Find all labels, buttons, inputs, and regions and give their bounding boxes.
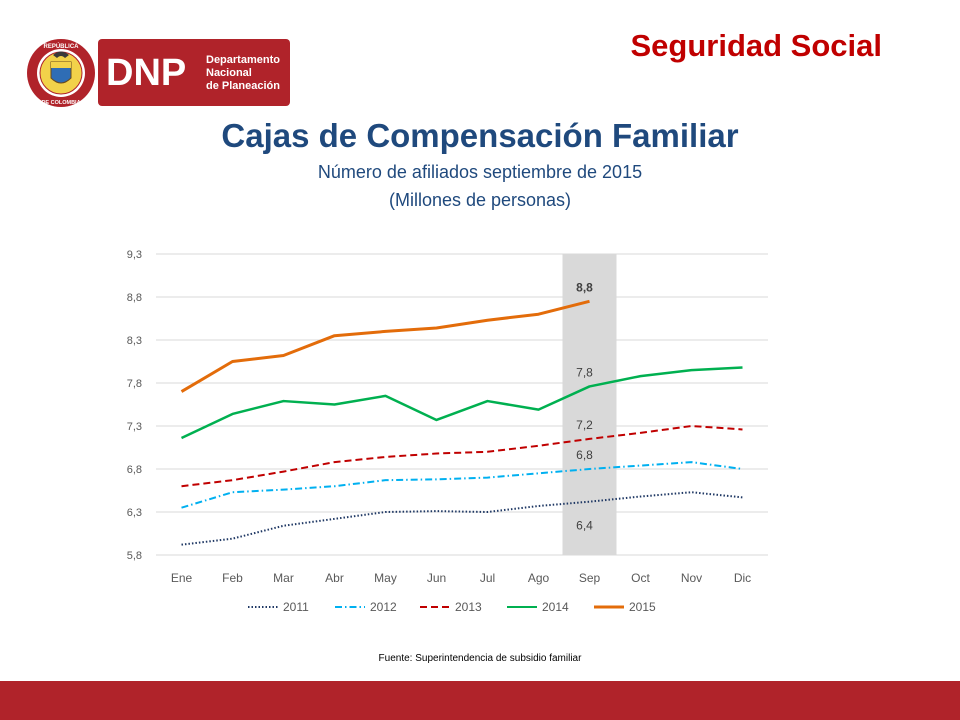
svg-text:REPÚBLICA: REPÚBLICA [43, 43, 79, 50]
data-label-2015: 8,8 [576, 280, 593, 294]
series-line-2015 [180, 299, 590, 393]
data-label-2012: 6,8 [576, 448, 593, 462]
y-tick-label: 5,8 [127, 550, 142, 562]
x-tick-label: Jul [480, 571, 495, 585]
dnp-logo: REPÚBLICA DE COLOMBIA DNP Departamento N… [27, 39, 290, 107]
series-line-2013 [181, 425, 743, 488]
footer-bar [0, 681, 960, 720]
y-tick-label: 6,3 [127, 507, 142, 519]
series-line-2014 [180, 366, 743, 440]
data-label-2013: 7,2 [576, 418, 593, 432]
legend-label-2012: 2012 [370, 600, 397, 614]
x-tick-label: Ene [171, 571, 193, 585]
series-line-2011 [181, 491, 743, 546]
legend-label-2011: 2011 [283, 600, 309, 614]
x-tick-label: Oct [631, 571, 650, 585]
dnp-brand-line3: de Planeación [206, 80, 280, 92]
y-tick-label: 8,8 [127, 292, 142, 304]
chart-subtitle: Número de afiliados septiembre de 2015 [317, 162, 643, 182]
x-tick-label: Mar [273, 571, 294, 585]
dnp-brand-line1: Departamento [206, 54, 280, 66]
colombia-seal-icon: REPÚBLICA DE COLOMBIA [27, 39, 95, 107]
x-tick-label: Dic [734, 571, 751, 585]
series-line-2012 [181, 461, 743, 509]
legend-label-2015: 2015 [629, 600, 656, 614]
chart-title: Cajas de Compensación Familiar [221, 117, 739, 154]
x-tick-label: Feb [222, 571, 243, 585]
x-tick-label: Jun [427, 571, 446, 585]
x-tick-label: Nov [681, 571, 702, 585]
dnp-brand-box [98, 39, 290, 106]
y-tick-label: 7,3 [127, 421, 142, 433]
svg-text:DE COLOMBIA: DE COLOMBIA [41, 100, 80, 106]
legend-label-2013: 2013 [455, 600, 482, 614]
y-tick-label: 8,3 [127, 335, 142, 347]
x-tick-label: May [374, 571, 397, 585]
source-note: Fuente: Superintendencia de subsidio fam… [378, 653, 582, 664]
y-tick-label: 7,8 [127, 378, 142, 390]
highlight-band-sep [562, 254, 617, 555]
x-tick-label: Ago [528, 571, 550, 585]
x-tick-label: Abr [325, 571, 344, 585]
dnp-brand-text: DNP [106, 52, 186, 94]
x-tick-label: Sep [579, 571, 601, 585]
data-label-2014: 7,8 [576, 365, 593, 379]
y-tick-label: 9,3 [127, 249, 142, 261]
chart-units-subtitle: (Millones de personas) [388, 190, 572, 210]
dnp-brand-line2: Nacional [206, 67, 252, 79]
legend-label-2014: 2014 [542, 600, 569, 614]
data-label-2011: 6,4 [576, 519, 593, 533]
y-tick-label: 6,8 [127, 464, 142, 476]
section-title: Seguridad Social [630, 28, 882, 63]
